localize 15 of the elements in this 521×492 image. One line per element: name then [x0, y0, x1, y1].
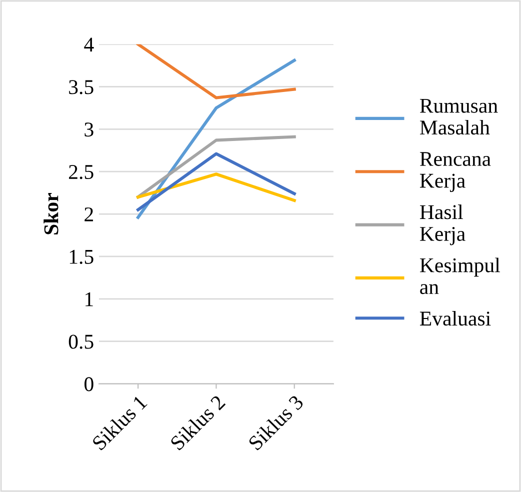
- y-tick-label: 1.5: [70, 250, 94, 264]
- legend-label: Evaluasi: [420, 310, 491, 326]
- y-tick-label: 3: [84, 122, 94, 137]
- legend-label: Hasil Kerja: [420, 204, 466, 246]
- y-axis-title: Skor: [44, 193, 58, 234]
- y-tick-label: 4: [84, 38, 94, 52]
- legend-label: Rencana Kerja: [420, 152, 491, 192]
- y-tick-label: 3.5: [69, 80, 94, 94]
- y-tick-label: 0.5: [68, 334, 94, 349]
- legend-label: Kesimpul an: [420, 258, 500, 294]
- legend-label: Rumusan Masalah: [420, 98, 498, 135]
- y-tick-label: 1: [86, 292, 93, 306]
- y-tick-label: 2.5: [69, 165, 94, 180]
- y-tick-label: 2: [84, 207, 93, 222]
- y-tick-label: 0: [84, 377, 94, 392]
